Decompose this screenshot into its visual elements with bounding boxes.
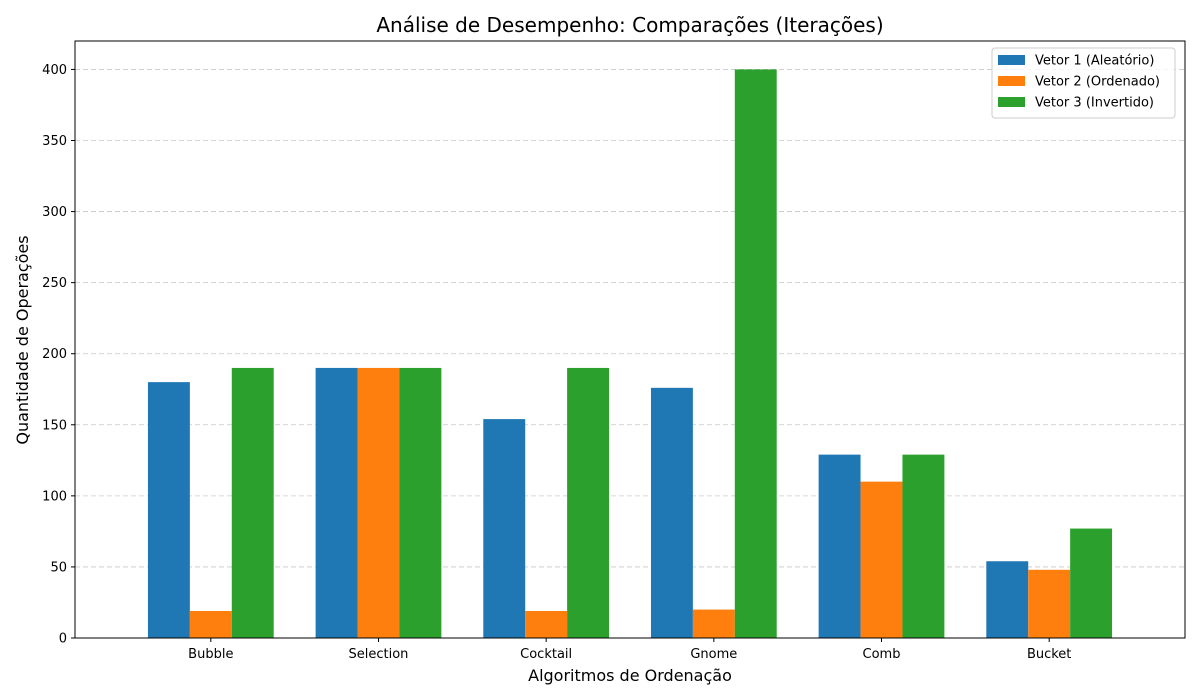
bar-comb-series-1: [818, 454, 861, 638]
y-tick-label: 300: [42, 205, 67, 220]
bar-comb-series-3: [902, 454, 945, 638]
legend-box: [991, 47, 1176, 119]
bar-bubble-series-1: [147, 382, 190, 638]
x-axis: Bubble Selection Cocktail Gnome Comb Bucket: [188, 638, 1071, 662]
legend: Vetor 1 (Aleatório) Vetor 2 (Ordenado) Vet…: [991, 47, 1176, 119]
bar-gnome-series-1: [650, 387, 693, 638]
legend-swatch: [998, 55, 1025, 65]
y-tick-label: 250: [42, 276, 67, 291]
bar-bucket-series-2: [1028, 569, 1071, 638]
bar-cocktail-series-1: [483, 419, 526, 638]
x-tick-label: Comb: [863, 647, 901, 662]
x-tick-label: Bubble: [188, 647, 233, 662]
y-tick-label: 150: [42, 418, 67, 433]
bar-cocktail-series-2: [525, 610, 568, 638]
y-tick-label: 0: [59, 632, 67, 647]
bar-bucket-series-1: [986, 561, 1029, 638]
legend-label: Vetor 3 (Invertido): [1035, 96, 1154, 111]
legend-label: Vetor 2 (Ordenado): [1035, 75, 1160, 90]
y-tick-label: 350: [42, 134, 67, 149]
bar-bubble-series-3: [231, 367, 274, 638]
bars: [147, 69, 1113, 638]
x-tick-label: Bucket: [1027, 647, 1071, 662]
bar-gnome-series-2: [692, 609, 735, 638]
legend-swatch: [998, 97, 1025, 107]
bar-cocktail-series-3: [567, 367, 610, 638]
bar-selection-series-3: [399, 367, 442, 638]
plot-area: [74, 40, 1186, 639]
chart-title: Análise de Desempenho: Comparações (Iter…: [376, 13, 883, 37]
y-tick-label: 200: [42, 347, 67, 362]
bar-selection-series-1: [315, 367, 358, 638]
bar-bucket-series-3: [1070, 528, 1113, 638]
bar-bubble-series-2: [189, 610, 232, 638]
bar-selection-series-2: [357, 367, 400, 638]
x-tick-label: Cocktail: [520, 647, 572, 662]
x-tick-label: Gnome: [690, 647, 737, 662]
y-axis: 0 50 100 150 200 250 300 350 400: [42, 63, 75, 647]
x-tick-label: Selection: [349, 647, 409, 662]
legend-label: Vetor 1 (Aleatório): [1035, 54, 1154, 69]
y-tick-label: 400: [42, 63, 67, 78]
y-tick-label: 100: [42, 489, 67, 504]
bar-comb-series-2: [860, 481, 903, 638]
x-axis-label: Algoritmos de Ordenação: [528, 666, 732, 685]
bar-gnome-series-3: [734, 69, 777, 638]
y-tick-label: 50: [50, 560, 67, 575]
legend-swatch: [998, 76, 1025, 86]
y-axis-label: Quantidade de Operações: [13, 235, 32, 444]
